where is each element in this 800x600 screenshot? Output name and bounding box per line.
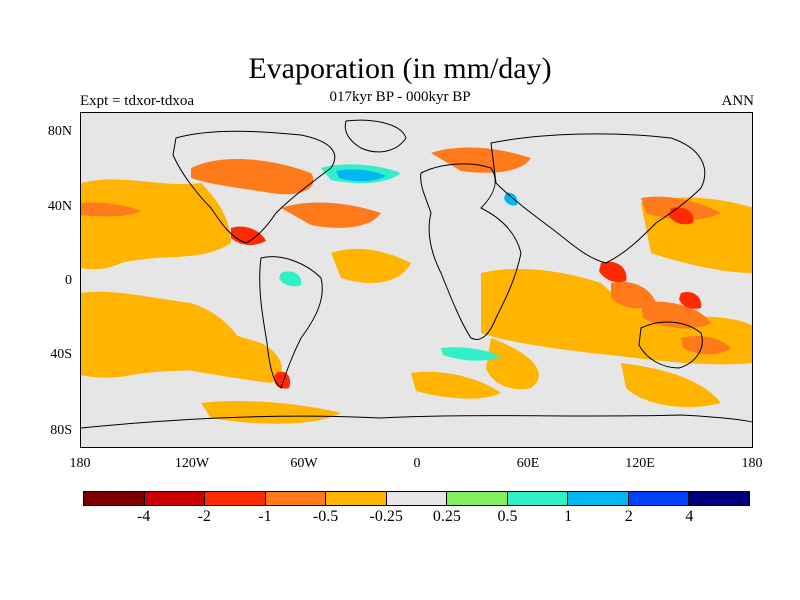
colorbar-label: -0.25	[369, 508, 403, 525]
colorbar-label: -1	[258, 508, 272, 525]
colorbar-swatch	[144, 492, 206, 505]
map-subtitle: 017kyr BP - 000kyr BP	[329, 89, 471, 105]
colorbar-label: -4	[136, 508, 151, 525]
lon-tick-120w: 120W	[174, 456, 210, 471]
colorbar-swatch	[265, 492, 327, 505]
colorbar-swatch	[568, 492, 629, 505]
lon-tick-180e: 180	[741, 456, 763, 471]
colorbar-label: 4	[685, 508, 694, 525]
season-label: ANN	[721, 93, 755, 109]
map-panel	[80, 112, 753, 448]
colorbar-label: 2	[624, 508, 633, 525]
colorbar-swatch	[689, 492, 750, 505]
colorbar-label: 1	[564, 508, 573, 525]
colorbar-label: -0.5	[312, 508, 339, 525]
lat-tick-80n: 80N	[47, 124, 72, 139]
colorbar-swatch	[386, 492, 448, 505]
lon-tick-60w: 60W	[290, 456, 318, 471]
lat-tick-80s: 80S	[50, 423, 72, 438]
lat-tick-40n: 40N	[47, 199, 72, 214]
colorbar-swatch	[447, 492, 508, 505]
lat-tick-40s: 40S	[50, 347, 72, 362]
colorbar-label: 0.5	[497, 508, 518, 525]
colorbar	[83, 491, 750, 506]
colorbar-swatch	[628, 492, 690, 505]
colorbar-swatch	[326, 492, 387, 505]
colorbar-label: -2	[197, 508, 211, 525]
lon-tick-0: 0	[413, 456, 421, 471]
colorbar-label: 0.25	[432, 508, 461, 525]
colorbar-swatch	[205, 492, 266, 505]
experiment-label: Expt = tdxor-tdxoa	[80, 93, 194, 109]
lat-tick-0: 0	[65, 273, 72, 288]
lon-tick-60e: 60E	[516, 456, 540, 471]
lon-tick-180w: 180	[69, 456, 91, 471]
lon-tick-120e: 120E	[625, 456, 655, 471]
map-title: Evaporation (in mm/day)	[248, 52, 552, 85]
colorbar-swatch	[507, 492, 569, 505]
colorbar-swatch	[84, 492, 145, 505]
evaporation-field	[81, 113, 752, 447]
